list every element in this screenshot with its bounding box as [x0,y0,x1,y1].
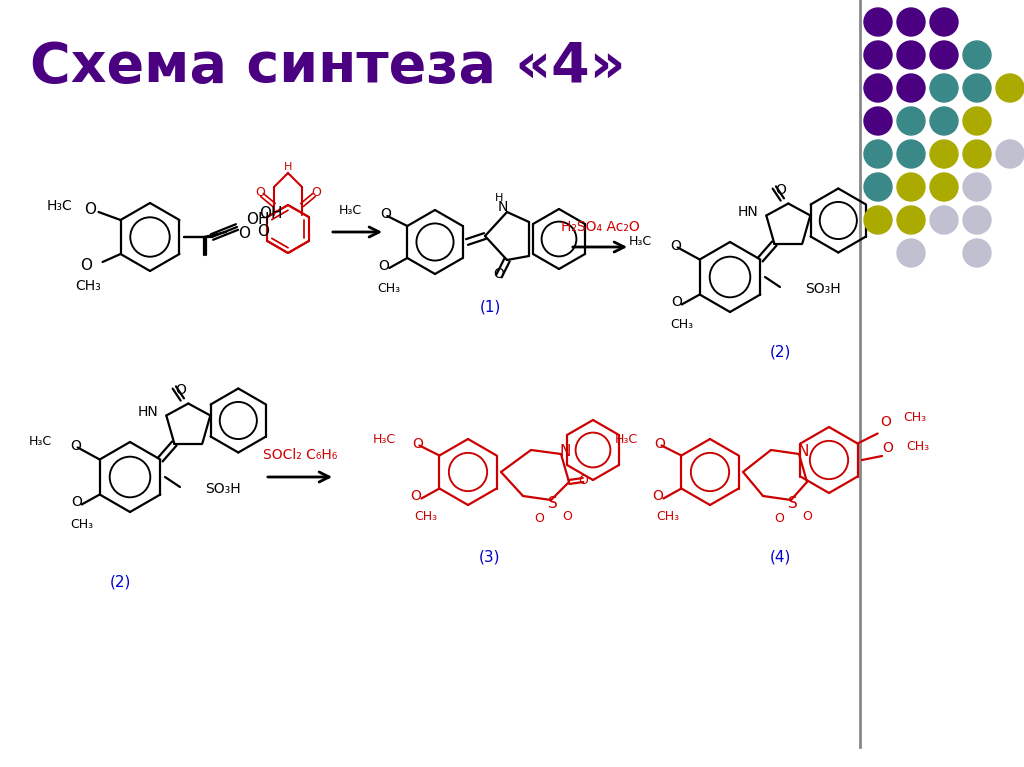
Text: (1): (1) [479,299,501,314]
Text: O: O [71,495,82,509]
Circle shape [864,140,892,168]
Text: CH₃: CH₃ [670,318,693,331]
Text: (2): (2) [110,574,131,590]
Circle shape [930,41,958,69]
Text: N: N [559,445,570,459]
Text: H₃C: H₃C [339,203,362,216]
Text: H₃C: H₃C [47,199,73,213]
Text: HN: HN [137,404,159,419]
Circle shape [963,107,991,135]
Text: H₃C: H₃C [29,435,51,448]
Text: O: O [883,441,893,455]
Circle shape [897,74,925,102]
Circle shape [963,239,991,267]
Circle shape [930,173,958,201]
Circle shape [930,107,958,135]
Circle shape [897,239,925,267]
Text: O: O [411,489,422,503]
Text: HN: HN [737,205,759,219]
Circle shape [897,173,925,201]
Text: O: O [579,473,588,486]
Circle shape [864,206,892,234]
Text: SO₃H: SO₃H [805,282,841,296]
Circle shape [996,74,1024,102]
Text: SO₃H: SO₃H [205,482,241,496]
Text: O: O [412,436,423,450]
Circle shape [897,8,925,36]
Text: O: O [535,512,544,525]
Text: (2): (2) [769,344,791,360]
Text: H₂SO₄ Ac₂O: H₂SO₄ Ac₂O [560,220,639,234]
Circle shape [930,8,958,36]
Circle shape [963,140,991,168]
Circle shape [963,74,991,102]
Circle shape [864,107,892,135]
Text: N: N [798,445,809,459]
Text: O: O [311,186,321,199]
Text: CH₃: CH₃ [378,281,400,295]
Text: O: O [379,259,389,273]
Text: O: O [775,183,785,196]
Text: O: O [85,202,96,218]
Circle shape [963,41,991,69]
Text: O: O [255,186,265,199]
Circle shape [930,140,958,168]
Circle shape [864,8,892,36]
Text: N: N [498,200,508,214]
Text: O: O [562,509,572,522]
Text: CH₃: CH₃ [906,439,929,453]
Circle shape [864,41,892,69]
Text: O: O [652,489,664,503]
Text: S: S [788,496,798,512]
Text: O: O [802,509,812,522]
Text: O: O [671,239,681,252]
Circle shape [897,206,925,234]
Circle shape [897,41,925,69]
Circle shape [897,140,925,168]
Circle shape [996,140,1024,168]
Text: CH₃: CH₃ [655,510,679,523]
Text: H₃C: H₃C [373,433,395,446]
Text: CH₃: CH₃ [70,518,93,531]
Text: (3): (3) [479,549,501,565]
Text: CH₃: CH₃ [903,411,927,424]
Text: OH: OH [259,206,283,220]
Circle shape [864,74,892,102]
Text: O: O [175,383,185,397]
Text: CH₃: CH₃ [414,510,437,523]
Text: H₃C: H₃C [629,235,651,248]
Circle shape [897,107,925,135]
Circle shape [930,206,958,234]
Text: CH₃: CH₃ [76,279,101,293]
Text: O: O [380,207,391,221]
Text: S: S [548,496,558,512]
Text: H: H [495,193,503,203]
Text: O: O [774,512,784,525]
Text: Схема синтеза «4»: Схема синтеза «4» [30,40,626,94]
Circle shape [963,206,991,234]
Text: H: H [284,162,292,172]
Text: O: O [671,295,682,310]
Text: O: O [494,267,505,281]
Text: O: O [881,414,891,429]
Text: O: O [654,436,665,450]
Circle shape [864,173,892,201]
Circle shape [930,74,958,102]
Text: O: O [257,223,269,239]
Text: H₃C: H₃C [614,433,637,446]
Text: SOCl₂ C₆H₆: SOCl₂ C₆H₆ [263,448,337,462]
Circle shape [963,173,991,201]
Text: (4): (4) [769,549,791,565]
Text: O: O [81,258,92,274]
Text: O: O [238,226,250,242]
Text: OH: OH [246,212,269,226]
Text: O: O [71,439,81,453]
